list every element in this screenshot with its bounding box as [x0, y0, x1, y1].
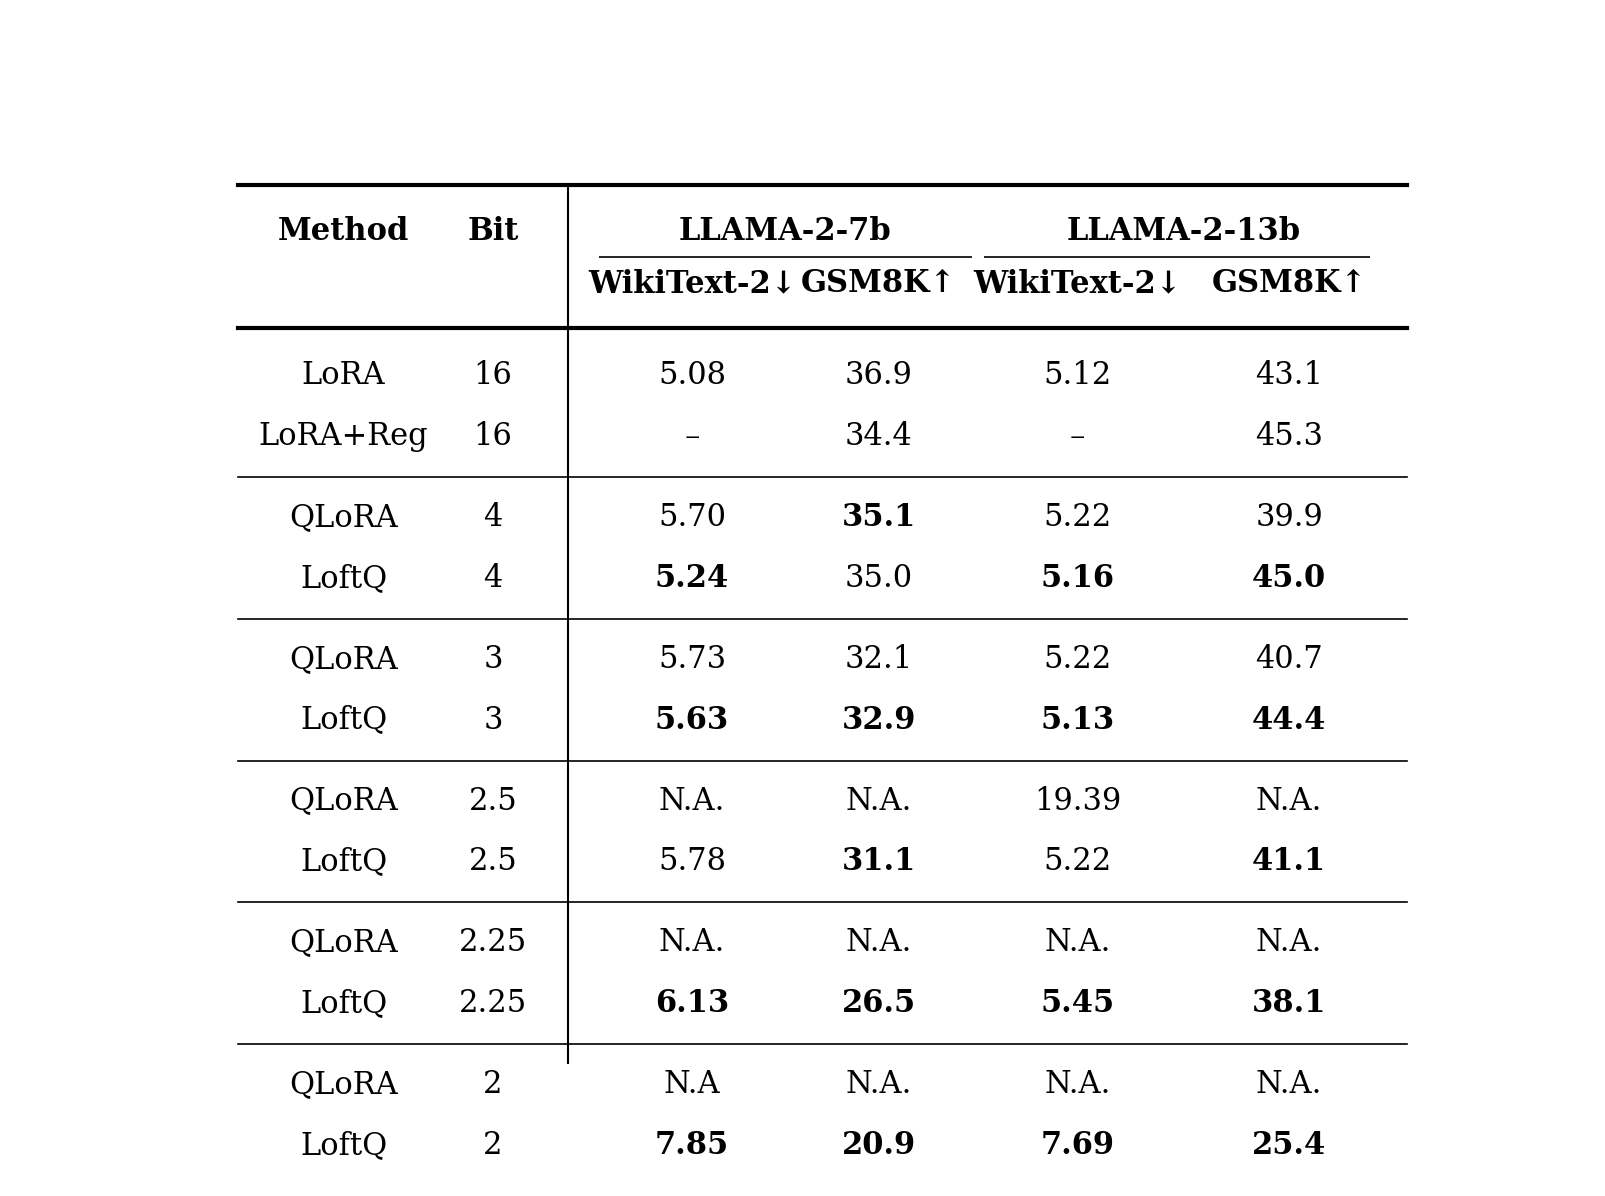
Text: 20.9: 20.9	[841, 1130, 915, 1161]
Text: 44.4: 44.4	[1252, 704, 1326, 736]
Text: 25.4: 25.4	[1252, 1130, 1326, 1161]
Text: N.A.: N.A.	[1255, 927, 1323, 958]
Text: 2: 2	[483, 1130, 502, 1161]
Text: 34.4: 34.4	[844, 421, 912, 452]
Text: N.A.: N.A.	[658, 927, 725, 958]
Text: 41.1: 41.1	[1252, 847, 1326, 878]
Text: 19.39: 19.39	[1034, 786, 1122, 817]
Text: N.A.: N.A.	[1045, 927, 1111, 958]
Text: 45.0: 45.0	[1252, 562, 1326, 593]
Text: 3: 3	[483, 643, 502, 675]
Text: Method: Method	[278, 215, 409, 246]
Text: N.A.: N.A.	[658, 786, 725, 817]
Text: –: –	[684, 421, 700, 452]
Text: 3: 3	[483, 704, 502, 736]
Text: 5.45: 5.45	[1040, 988, 1114, 1019]
Text: N.A.: N.A.	[1255, 786, 1323, 817]
Text: N.A.: N.A.	[846, 927, 912, 958]
Text: 5.70: 5.70	[658, 502, 725, 533]
Text: WikiText-2↓: WikiText-2↓	[587, 268, 796, 299]
Text: N.A: N.A	[663, 1069, 721, 1100]
Text: LoRA+Reg: LoRA+Reg	[258, 421, 429, 452]
Text: GSM8K↑: GSM8K↑	[1212, 268, 1366, 299]
Text: QLoRA: QLoRA	[289, 1069, 398, 1100]
Text: QLoRA: QLoRA	[289, 786, 398, 817]
Text: –: –	[1071, 421, 1085, 452]
Text: 5.24: 5.24	[655, 562, 729, 593]
Text: LLAMA-2-7b: LLAMA-2-7b	[679, 215, 892, 246]
Text: 5.63: 5.63	[655, 704, 729, 736]
Text: 26.5: 26.5	[841, 988, 915, 1019]
Text: 39.9: 39.9	[1255, 502, 1323, 533]
Text: QLoRA: QLoRA	[289, 643, 398, 675]
Text: LoRA: LoRA	[302, 360, 385, 391]
Text: 2.5: 2.5	[469, 786, 517, 817]
Text: 2.5: 2.5	[469, 847, 517, 878]
Text: GSM8K↑: GSM8K↑	[801, 268, 957, 299]
Text: 16: 16	[473, 360, 512, 391]
Text: 4: 4	[483, 502, 502, 533]
Text: QLoRA: QLoRA	[289, 502, 398, 533]
Text: 2.25: 2.25	[459, 927, 526, 958]
Text: N.A.: N.A.	[1255, 1069, 1323, 1100]
Text: 32.1: 32.1	[844, 643, 913, 675]
Text: WikiText-2↓: WikiText-2↓	[973, 268, 1181, 299]
Text: LoftQ: LoftQ	[300, 1130, 387, 1161]
Text: 5.08: 5.08	[658, 360, 725, 391]
Text: LoftQ: LoftQ	[300, 704, 387, 736]
Text: 5.12: 5.12	[1043, 360, 1112, 391]
Text: 45.3: 45.3	[1255, 421, 1323, 452]
Text: 5.22: 5.22	[1043, 847, 1112, 878]
Text: 6.13: 6.13	[655, 988, 729, 1019]
Text: 5.78: 5.78	[658, 847, 725, 878]
Text: 2.25: 2.25	[459, 988, 526, 1019]
Text: 36.9: 36.9	[844, 360, 913, 391]
Text: N.A.: N.A.	[1045, 1069, 1111, 1100]
Text: N.A.: N.A.	[846, 1069, 912, 1100]
Text: LoftQ: LoftQ	[300, 562, 387, 593]
Text: LoftQ: LoftQ	[300, 988, 387, 1019]
Text: 4: 4	[483, 562, 502, 593]
Text: 5.73: 5.73	[658, 643, 725, 675]
Text: N.A.: N.A.	[846, 786, 912, 817]
Text: 38.1: 38.1	[1252, 988, 1326, 1019]
Text: LLAMA-2-13b: LLAMA-2-13b	[1066, 215, 1300, 246]
Text: 32.9: 32.9	[841, 704, 916, 736]
Text: 16: 16	[473, 421, 512, 452]
Text: 35.0: 35.0	[844, 562, 913, 593]
Text: 35.1: 35.1	[841, 502, 916, 533]
Text: LoftQ: LoftQ	[300, 847, 387, 878]
Text: 5.16: 5.16	[1040, 562, 1114, 593]
Text: 7.69: 7.69	[1040, 1130, 1114, 1161]
Text: 40.7: 40.7	[1255, 643, 1323, 675]
Text: Bit: Bit	[467, 215, 518, 246]
Text: 43.1: 43.1	[1255, 360, 1323, 391]
Text: QLoRA: QLoRA	[289, 927, 398, 958]
Text: 5.13: 5.13	[1040, 704, 1115, 736]
Text: 2: 2	[483, 1069, 502, 1100]
Text: 7.85: 7.85	[655, 1130, 729, 1161]
Text: 31.1: 31.1	[841, 847, 916, 878]
Text: 5.22: 5.22	[1043, 643, 1112, 675]
Text: 5.22: 5.22	[1043, 502, 1112, 533]
